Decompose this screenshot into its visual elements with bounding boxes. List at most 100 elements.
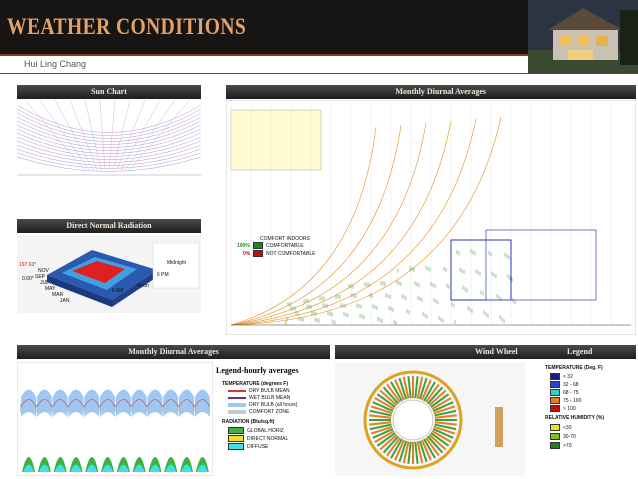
legend-item-text: 68 - 75	[563, 389, 579, 396]
wind-spoke	[386, 437, 401, 457]
diffuse	[54, 464, 66, 472]
not-comfortable: NOT COMFORTABLE	[266, 250, 316, 257]
dry-bulb-mean	[83, 399, 100, 408]
dry-bulb-band	[52, 389, 68, 417]
wind-spoke	[390, 438, 403, 459]
month-label-text: MAY	[45, 286, 56, 292]
legend-item-text: 30-70	[563, 433, 576, 440]
dry-bulb-mean	[20, 399, 37, 408]
legend-item: 30-70	[550, 433, 576, 440]
wind-spoke	[374, 430, 395, 443]
wind-spoke	[402, 376, 410, 399]
hour-label: 6 PM	[157, 272, 169, 278]
legend-swatch	[228, 427, 244, 434]
month-label: JAN	[60, 298, 69, 304]
sun-path	[17, 148, 201, 166]
dry-bulb-band	[84, 389, 100, 417]
wind-spoke	[398, 377, 408, 400]
wind-spoke	[433, 405, 456, 415]
wind-spoke	[394, 379, 405, 401]
month-label-text: SEP	[35, 274, 46, 280]
wind-spoke	[376, 432, 396, 447]
dry-bulb-mean	[52, 399, 68, 408]
wind-spoke	[421, 379, 432, 401]
wind-spoke	[425, 437, 440, 457]
diffuse	[181, 464, 192, 472]
radiation-graphic	[17, 235, 201, 313]
wind-spoke	[430, 432, 450, 447]
wind-spoke	[434, 409, 457, 417]
legend-item: <30	[550, 424, 571, 431]
sun-path	[17, 144, 201, 163]
legend-item-text: DIFFUSE	[247, 443, 269, 450]
dry-bulb-band	[115, 389, 131, 417]
legend-title: Legend	[567, 347, 593, 356]
legend-swatch	[550, 433, 560, 440]
legend-swatch	[550, 442, 560, 449]
month-label: NOV	[38, 268, 49, 274]
slide-title: WEATHER CONDITIONS	[7, 14, 247, 39]
dry-bulb-mean	[147, 399, 163, 408]
dry-bulb-mean	[162, 399, 179, 408]
wind-spoke	[423, 438, 436, 459]
legend-line	[228, 389, 246, 392]
hour-line	[99, 100, 106, 171]
legend-item: WET BULB MEAN	[228, 395, 290, 401]
sun-path	[17, 156, 201, 172]
legend-item-text: WET BULB MEAN	[249, 395, 291, 401]
legend-item: < 32	[550, 373, 573, 380]
legend-heading: RADIATION (Btu/sq.ft)	[222, 419, 274, 425]
wind-spoke	[425, 383, 440, 403]
wind-spoke	[372, 428, 394, 439]
sun-chart-graphic	[17, 100, 201, 176]
wind-spoke	[369, 409, 392, 417]
hour-line	[116, 100, 146, 171]
legend-swatch	[550, 424, 560, 431]
hour-line	[108, 100, 116, 171]
wind-ring	[363, 370, 463, 470]
legend-item-text: DRY BULB (all hours)	[249, 402, 298, 408]
wind-scale	[495, 407, 503, 447]
wind-core	[392, 399, 434, 441]
legend-heading-text: TEMPERATURE (degrees F)	[222, 381, 289, 387]
dry-bulb-band	[21, 389, 36, 417]
legend-swatch	[228, 435, 244, 442]
wind-spoke	[428, 389, 447, 407]
panel-title: Monthly Diurnal Averages	[395, 87, 486, 96]
hour-label: Noon	[137, 283, 149, 289]
wind-spoke	[369, 414, 392, 419]
sun-path	[17, 112, 201, 139]
hour-line	[54, 100, 94, 171]
dry-bulb-band	[100, 389, 115, 417]
diffuse	[86, 464, 98, 472]
comfortable: COMFORTABLE	[266, 242, 304, 249]
wind-wheel-graphic	[335, 362, 525, 476]
legend-item: COMFORT ZONE	[228, 409, 289, 415]
legend-item: 32 - 68	[550, 381, 579, 388]
legend-swatch	[550, 397, 560, 404]
dry-bulb-band	[147, 389, 163, 417]
dry-bulb-mean	[36, 399, 53, 408]
wind-spoke	[372, 401, 394, 412]
rh-curve	[230, 116, 502, 326]
hour-line	[112, 100, 131, 171]
wind-spoke	[370, 405, 393, 415]
subtitle-rule	[0, 73, 528, 74]
hour-line	[120, 100, 161, 171]
panel-header: Monthly Diurnal Averages	[226, 85, 636, 99]
legend-line	[228, 396, 246, 399]
wind-spoke	[398, 440, 408, 463]
dry-bulb-mean	[131, 399, 147, 408]
legend-item: DRY BULB MEAN	[228, 388, 290, 394]
legend-swatch	[550, 373, 560, 380]
wind-spoke	[407, 441, 412, 464]
dry-bulb-mean	[99, 399, 116, 408]
panel-header: Direct Normal Radiation	[17, 219, 201, 233]
wind-spoke	[386, 383, 401, 403]
dry-bulb-mean	[115, 399, 132, 408]
psychrometric-graphic	[226, 100, 636, 335]
wind-spoke	[431, 430, 452, 443]
month-label: SEP	[35, 274, 45, 280]
sun-path	[17, 108, 201, 136]
